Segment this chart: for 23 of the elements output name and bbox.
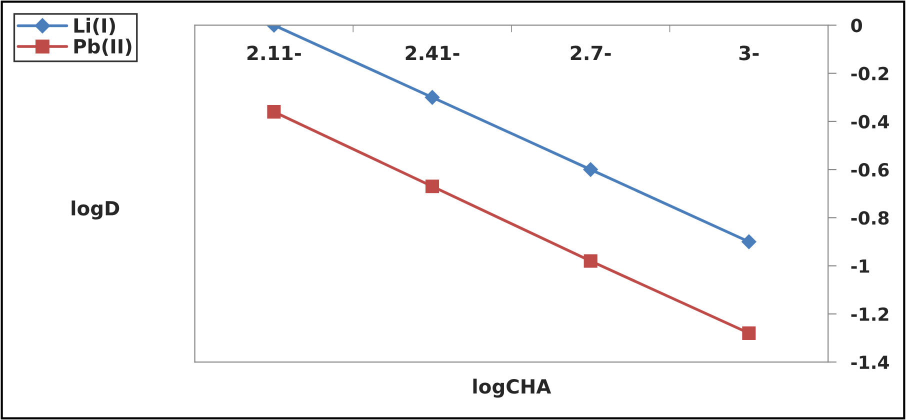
x-tick-label: 2.7- <box>570 46 611 60</box>
y-tick-label: -1 <box>851 259 870 273</box>
x-tick-label: 3- <box>739 46 759 60</box>
y-tick-label: -0.8 <box>851 211 889 225</box>
x-axis-title: logCHA <box>473 378 552 398</box>
x-tick-label: 2.41- <box>406 46 460 60</box>
y-tick-label: -0.2 <box>851 66 888 80</box>
point <box>424 90 440 105</box>
point <box>583 162 598 177</box>
point <box>742 234 756 250</box>
point <box>267 105 281 119</box>
legend-label: Li(I) <box>74 18 115 36</box>
point <box>742 326 756 340</box>
y-tick-label: -1.2 <box>851 307 888 321</box>
y-tick-label: -0.4 <box>851 114 889 129</box>
y-axis-title: logD <box>72 200 120 220</box>
point <box>584 254 598 268</box>
x-tick-label: 2.11- <box>247 46 301 60</box>
y-tick-label: 0 <box>851 18 862 32</box>
legend-label: Pb(II) <box>74 38 132 56</box>
point <box>426 180 440 194</box>
y-tick-label: -0.6 <box>851 163 889 177</box>
y-tick-label: -1.4 <box>851 356 889 369</box>
